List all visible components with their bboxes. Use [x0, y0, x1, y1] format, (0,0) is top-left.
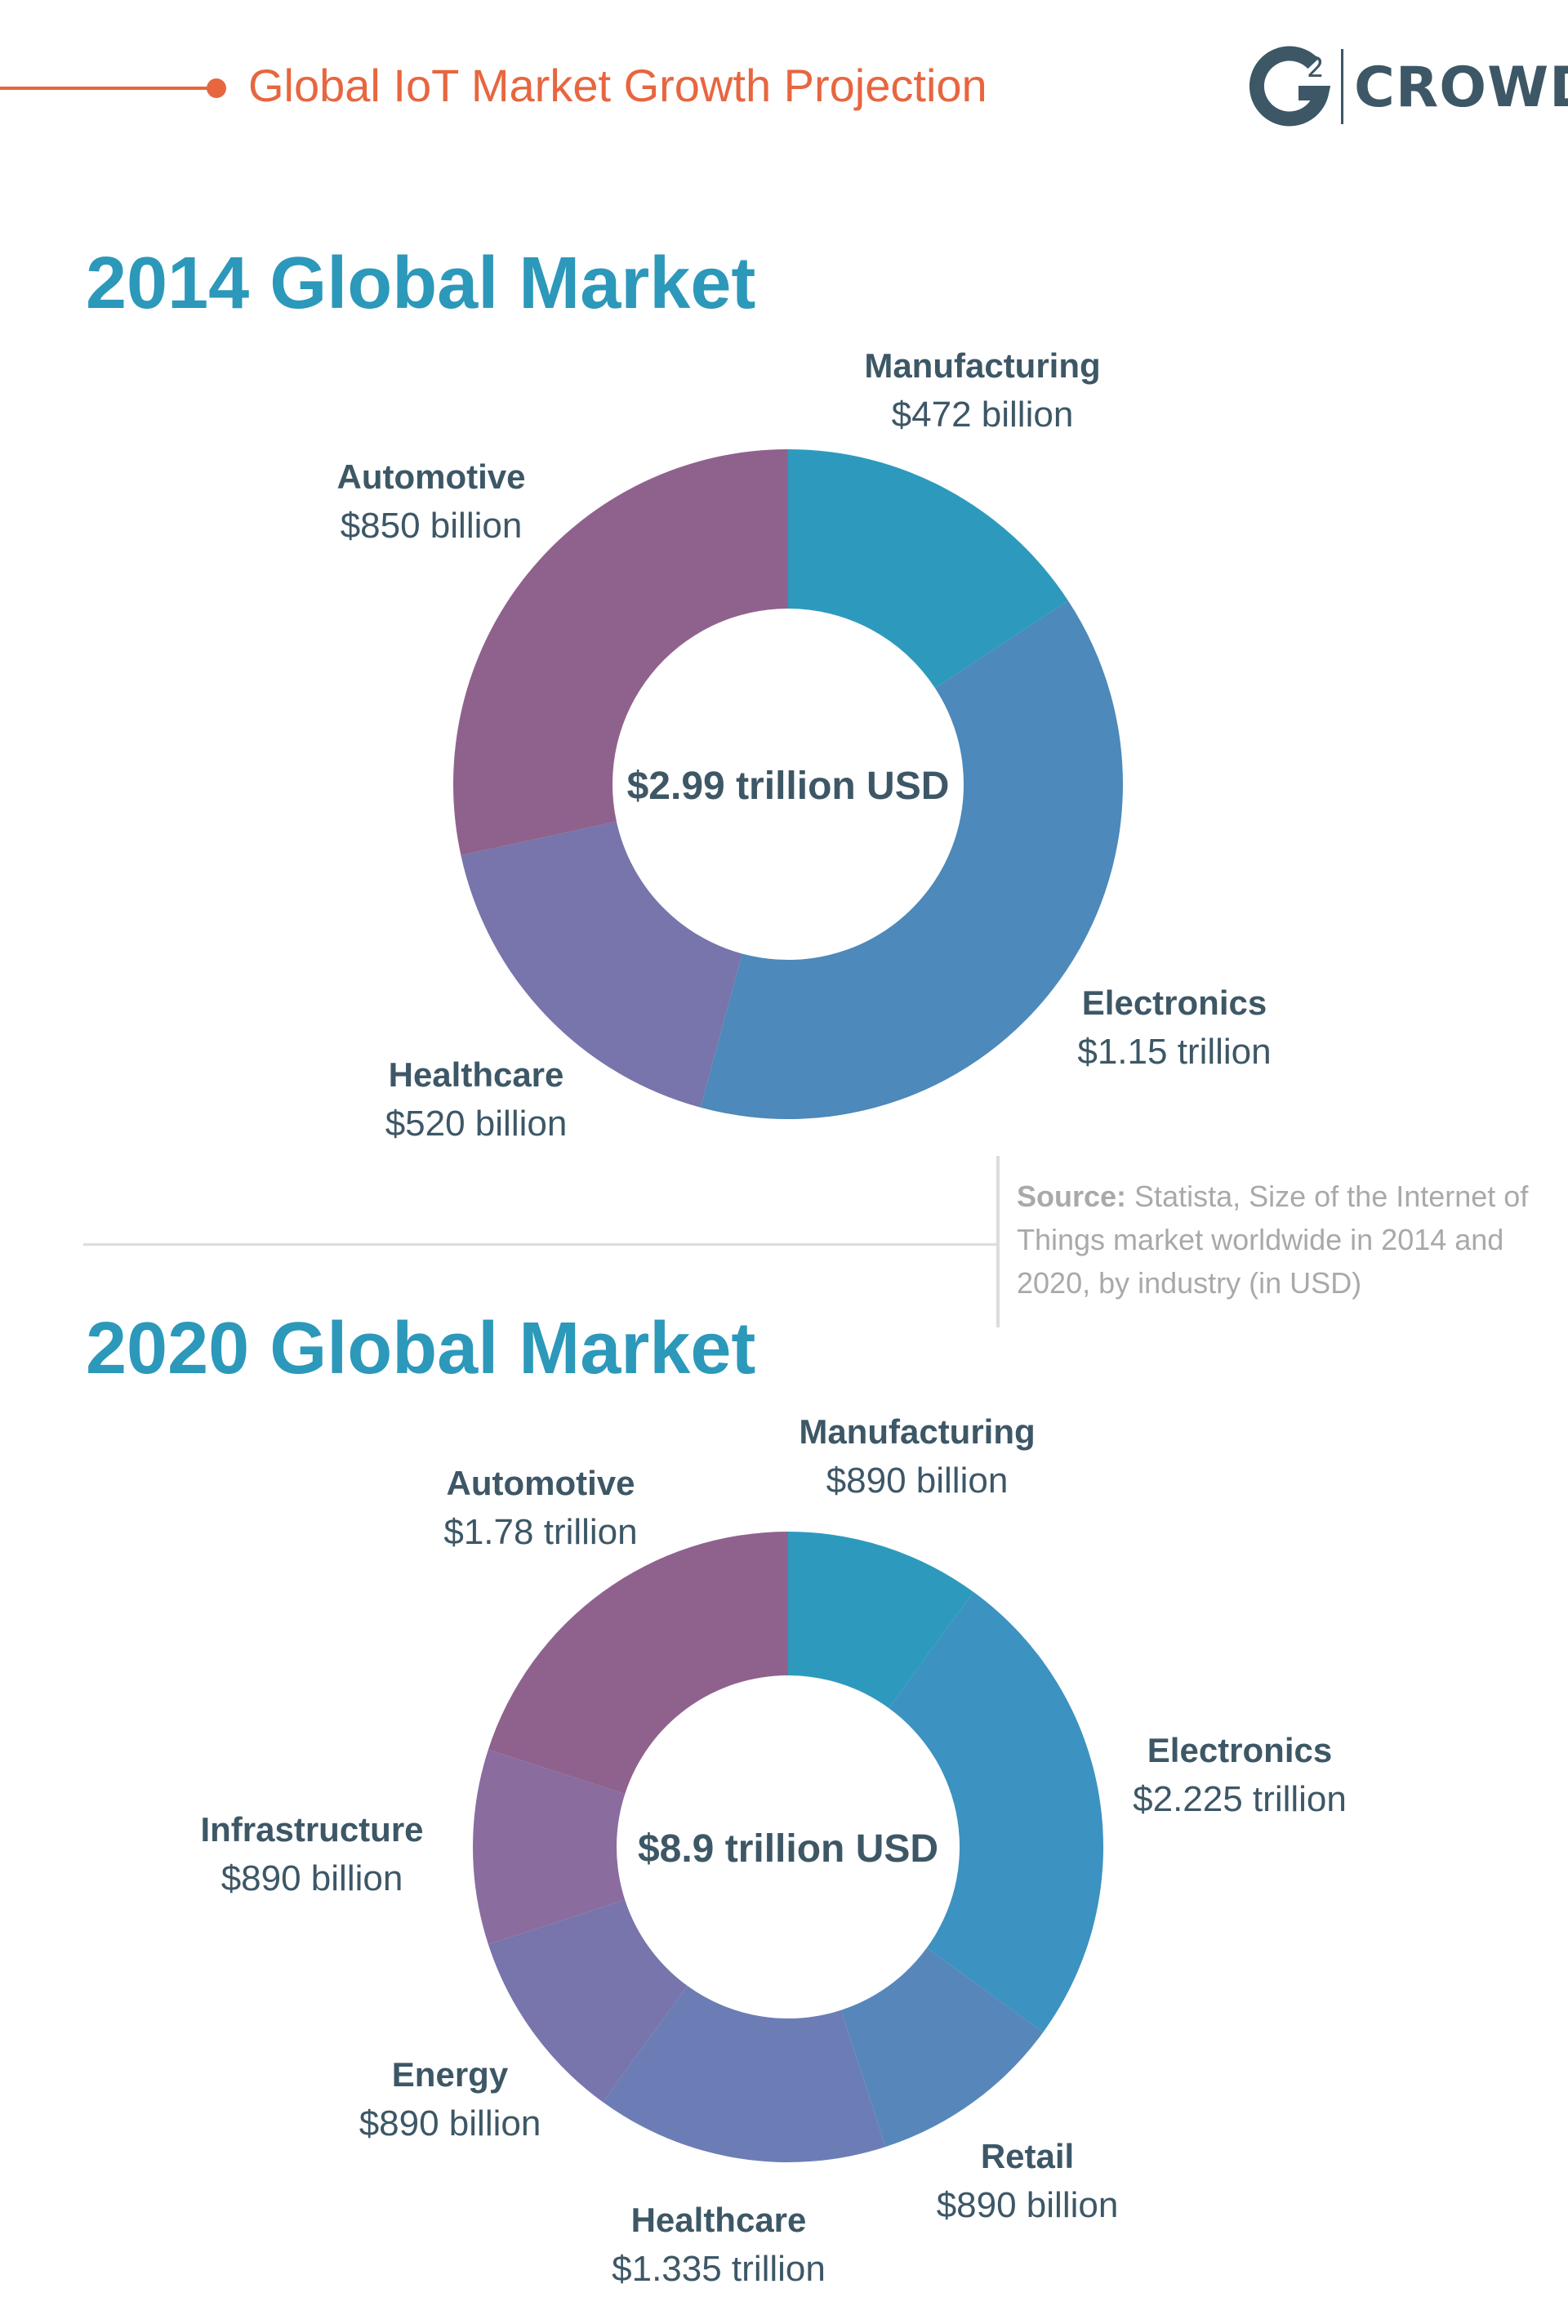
category-name: Manufacturing	[799, 1412, 1036, 1451]
category-name: Healthcare	[388, 1055, 564, 1094]
center-total-label: $8.9 trillion USD	[638, 1827, 938, 1871]
category-name: Energy	[391, 2055, 509, 2094]
g2-logo-icon: 2	[1250, 46, 1343, 127]
category-name: Automotive	[446, 1464, 635, 1502]
center-total-label: $2.99 trillion USD	[627, 765, 950, 808]
slice-energy	[488, 1899, 688, 2103]
category-value: $2.225 trillion	[1133, 1779, 1347, 1819]
heading-2020: 2020 Global Market	[86, 1308, 756, 1389]
category-value: $1.78 trillion	[443, 1512, 638, 1552]
label-2020-electronics: Electronics $2.225 trillion	[1133, 1728, 1347, 1826]
source-note: Source: Statista, Size of the Internet o…	[1017, 1175, 1539, 1305]
category-name: Retail	[980, 2137, 1075, 2175]
category-name: Automotive	[336, 457, 526, 496]
donut-chart-2014: $2.99 trillion USD	[453, 449, 1124, 1120]
category-value: $890 billion	[359, 2103, 541, 2143]
label-2014-healthcare: Healthcare $520 billion	[385, 1052, 568, 1150]
section-divider	[83, 1243, 998, 1246]
slice-automotive	[488, 1532, 788, 1795]
source-rule	[996, 1156, 1000, 1327]
svg-text:2: 2	[1307, 51, 1325, 84]
header-accent-dot	[207, 78, 226, 98]
label-2014-manufacturing: Manufacturing $472 billion	[864, 343, 1100, 441]
label-2014-electronics: Electronics $1.15 trillion	[1077, 980, 1271, 1078]
slice-manufacturing	[788, 1532, 973, 1709]
logo-brand-text: CROWD	[1354, 56, 1568, 120]
label-2020-manufacturing: Manufacturing $890 billion	[799, 1409, 1035, 1507]
category-value: $1.15 trillion	[1077, 1032, 1272, 1072]
label-2014-automotive: Automotive $850 billion	[337, 454, 526, 552]
slice-healthcare	[461, 821, 742, 1108]
category-value: $850 billion	[340, 506, 523, 546]
category-value: $890 billion	[936, 2185, 1119, 2225]
category-name: Healthcare	[630, 2201, 807, 2239]
heading-2014: 2014 Global Market	[86, 243, 756, 324]
category-name: Electronics	[1147, 1731, 1333, 1769]
g2-crowd-logo: 2 CROWD	[1250, 46, 1568, 127]
slice-infrastructure	[473, 1749, 626, 1945]
label-2020-healthcare: Healthcare $1.335 trillion	[612, 2197, 826, 2295]
slice-retail	[840, 1947, 1044, 2148]
category-name: Electronics	[1081, 984, 1267, 1022]
label-2020-automotive: Automotive $1.78 trillion	[443, 1461, 637, 1559]
slice-healthcare	[603, 1985, 886, 2162]
slice-automotive	[453, 449, 788, 856]
category-name: Manufacturing	[864, 346, 1101, 385]
source-text: Statista, Size of the Internet of Things…	[1017, 1180, 1529, 1300]
slice-electronics	[889, 1591, 1103, 2032]
slice-manufacturing	[788, 449, 1069, 689]
source-prefix: Source:	[1017, 1180, 1127, 1213]
category-value: $472 billion	[891, 395, 1074, 435]
category-value: $520 billion	[385, 1104, 568, 1144]
donut-chart-2020: $8.9 trillion USD	[473, 1532, 1103, 2162]
category-value: $1.335 trillion	[612, 2249, 826, 2289]
category-name: Infrastructure	[200, 1810, 424, 1849]
label-2020-energy: Energy $890 billion	[359, 2052, 541, 2150]
label-2020-retail: Retail $890 billion	[937, 2134, 1119, 2232]
slice-electronics	[700, 600, 1124, 1120]
category-value: $890 billion	[826, 1461, 1009, 1501]
header-accent-line	[0, 87, 216, 90]
label-2020-infrastructure: Infrastructure $890 billion	[200, 1807, 423, 1905]
page-title: Global IoT Market Growth Projection	[248, 60, 987, 111]
category-value: $890 billion	[220, 1858, 403, 1898]
